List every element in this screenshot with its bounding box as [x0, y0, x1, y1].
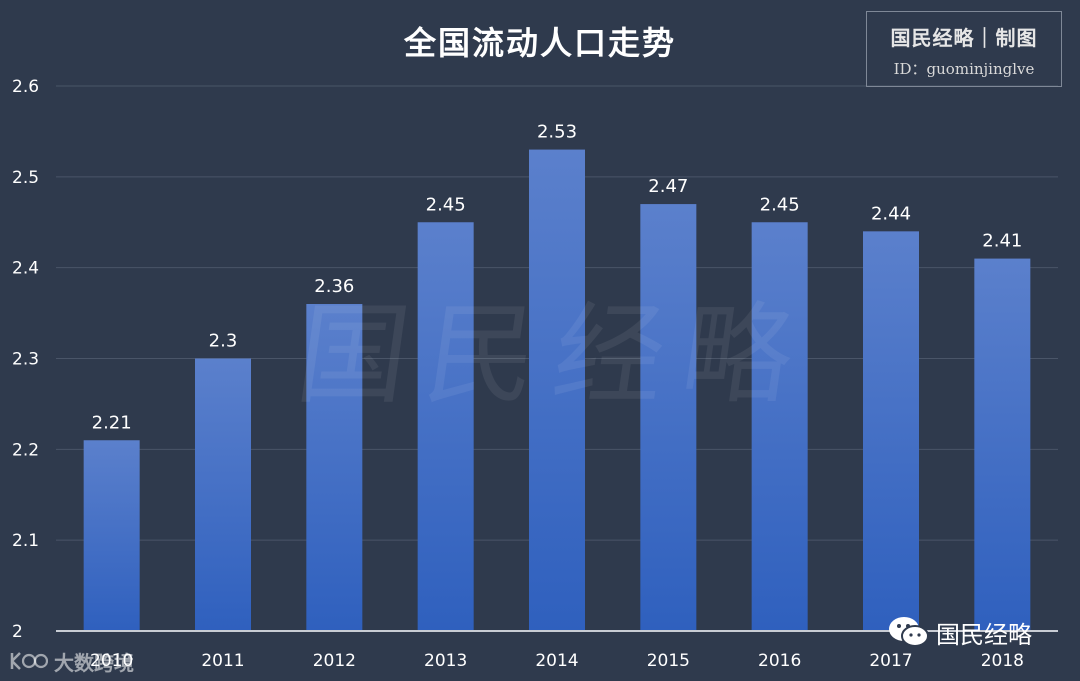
x-axis-ticks: 2010 2011 2012 2013 2014 2015 2016 2017 2018: [90, 651, 1024, 671]
corner-brand-name: 大数跨境: [54, 650, 134, 675]
chart-title: 全国流动人口走势: [403, 24, 676, 62]
app-logo-icon: [10, 652, 48, 670]
bar-2012: [306, 304, 363, 631]
y-tick-label: 2: [12, 622, 23, 642]
bar-2015: [640, 204, 697, 632]
y-tick-label: 2.1: [12, 531, 39, 551]
bar-2017: [863, 231, 919, 632]
x-tick-label: 2010: [90, 651, 133, 671]
data-label: 2.36: [314, 276, 354, 297]
data-label: 2.41: [982, 231, 1022, 252]
bar-2016: [751, 222, 808, 631]
corner-brand: 大数跨境: [8, 646, 134, 676]
x-tick-label: 2017: [869, 651, 912, 671]
y-tick-label: 2.5: [12, 168, 39, 188]
y-tick-label: 2.4: [12, 259, 39, 279]
data-labels: 2.21 2.3 2.36 2.45 2.53 2.47 2.45 2.44 2.41: [92, 122, 1023, 434]
wechat-icon: [889, 617, 929, 647]
brand-badge: 国民经略: [888, 612, 1032, 652]
data-label: 2.45: [760, 194, 800, 215]
brand-name: 国民经略: [936, 620, 1032, 649]
credit-line-2: ID：guominjinglve: [893, 60, 1035, 78]
bar-2014: [529, 149, 585, 632]
x-tick-label: 2012: [313, 651, 356, 671]
data-label: 2.53: [537, 122, 577, 143]
bar-2011: [195, 358, 251, 631]
x-tick-label: 2013: [424, 651, 467, 671]
y-tick-label: 2.6: [12, 77, 39, 97]
data-label: 2.45: [426, 194, 466, 215]
y-tick-label: 2.2: [12, 440, 39, 460]
bars: [83, 149, 1031, 632]
x-tick-label: 2014: [535, 651, 578, 671]
bar-2010: [83, 440, 140, 631]
bar-2013: [417, 222, 474, 631]
x-tick-label: 2015: [647, 651, 690, 671]
data-label: 2.3: [209, 331, 238, 352]
watermark-text: 国民经略: [289, 291, 820, 419]
data-label: 2.47: [648, 176, 688, 197]
y-tick-label: 2.3: [12, 350, 39, 370]
x-tick-label: 2016: [758, 651, 801, 671]
x-tick-label: 2018: [981, 651, 1024, 671]
data-label: 2.21: [92, 412, 132, 433]
data-label: 2.44: [871, 203, 911, 224]
x-tick-label: 2011: [201, 651, 244, 671]
credit-line-1: 国民经略｜制图: [890, 26, 1038, 50]
bar-2018: [974, 258, 1031, 631]
credit-stamp: 国民经略｜制图 ID：guominjinglve: [866, 11, 1062, 87]
y-axis-ticks: 2 2.1 2.2 2.3 2.4 2.5 2.6: [12, 77, 39, 642]
